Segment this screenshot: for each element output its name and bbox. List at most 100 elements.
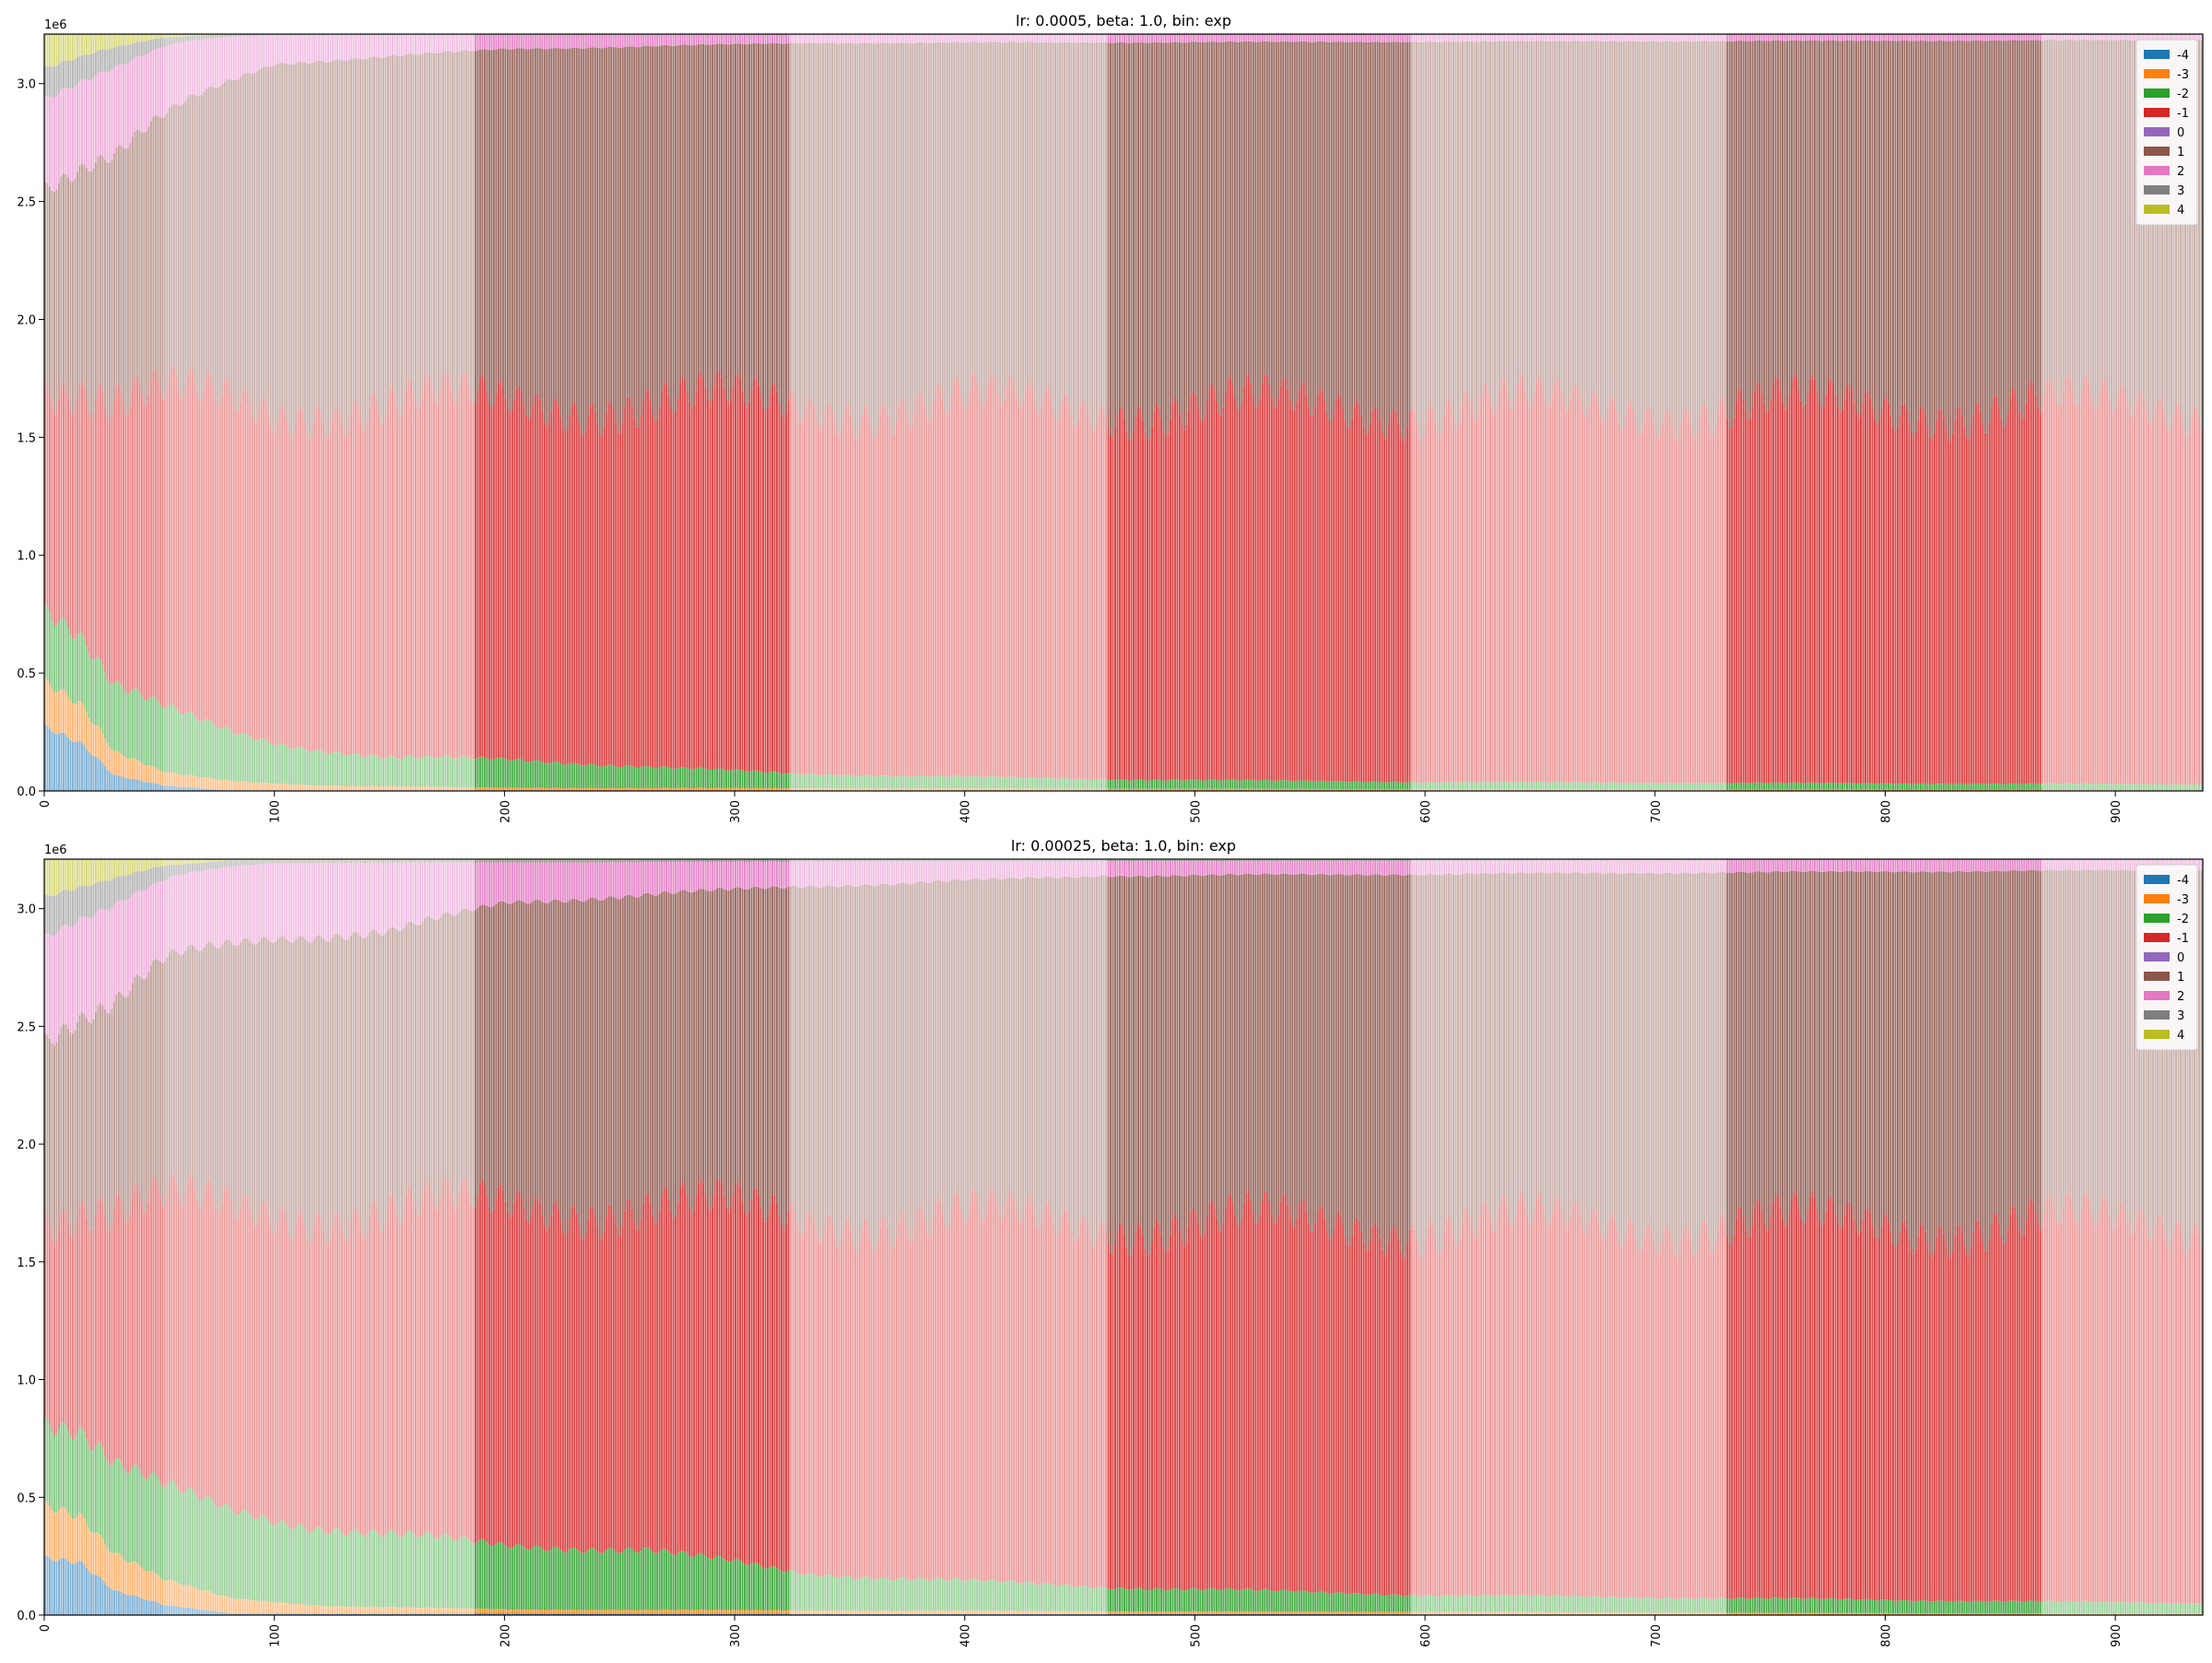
bar-segment (1230, 780, 1231, 789)
bar-segment (535, 35, 536, 49)
bar-segment (309, 752, 311, 786)
bar-segment (1300, 41, 1302, 382)
bar-segment (585, 48, 587, 429)
bar-segment (417, 759, 418, 787)
bar-segment (1250, 41, 1252, 383)
bar-segment (1031, 34, 1033, 41)
bar-segment (1418, 435, 1420, 783)
bar-segment (53, 625, 55, 692)
bar-segment (1514, 41, 1516, 398)
bar-segment (353, 786, 355, 791)
bar-segment (136, 760, 138, 780)
bar-segment (97, 386, 99, 657)
bar-segment (673, 46, 675, 414)
bar-segment (535, 48, 536, 395)
bar-segment (1277, 34, 1279, 41)
bar-segment (88, 171, 89, 413)
bar-segment (790, 788, 792, 790)
bar-segment (150, 697, 152, 766)
bar-segment (988, 42, 990, 386)
bar-segment (449, 757, 451, 787)
bar-segment (914, 776, 916, 788)
bar-segment (1211, 780, 1213, 789)
bar-segment (854, 35, 856, 44)
bar-segment (1204, 416, 1206, 780)
bar-segment (55, 693, 57, 735)
bar-segment (332, 752, 334, 785)
bar-segment (486, 35, 488, 50)
bar-segment (412, 35, 414, 54)
bar-segment (613, 765, 615, 788)
bar-segment (313, 35, 315, 62)
bar-segment (1264, 780, 1265, 789)
bar-segment (1441, 42, 1443, 430)
bar-segment (198, 40, 200, 96)
bar-segment (49, 34, 51, 66)
bar-segment (1531, 783, 1533, 790)
bar-segment (1234, 789, 1236, 791)
bar-segment (1634, 41, 1636, 419)
bar-segment (1593, 41, 1594, 389)
bar-segment (1099, 779, 1100, 788)
bar-segment (1220, 416, 1222, 781)
bar-segment (760, 43, 762, 396)
bar-segment (101, 157, 103, 392)
bar-segment (691, 408, 693, 770)
bar-segment (1183, 34, 1185, 42)
bar-segment (410, 786, 412, 790)
bar-segment (1122, 42, 1124, 409)
bar-segment (924, 776, 925, 788)
bar-segment (824, 412, 826, 775)
bar-segment (1335, 34, 1337, 41)
bar-segment (585, 35, 587, 49)
bar-segment (118, 145, 120, 383)
bar-segment (323, 752, 324, 786)
bar-segment (293, 434, 295, 749)
bar-segment (215, 397, 217, 725)
bar-segment (392, 387, 394, 756)
bar-segment (217, 35, 218, 39)
bar-segment (1222, 407, 1224, 780)
bar-segment (587, 48, 589, 416)
bar-segment (587, 416, 589, 765)
bar-segment (594, 765, 596, 788)
bar-segment (226, 79, 228, 377)
bar-segment (967, 777, 969, 789)
bar-segment (608, 403, 610, 765)
bar-segment (358, 58, 359, 407)
bar-segment (893, 43, 895, 433)
bar-segment (1609, 41, 1611, 400)
bar-segment (847, 43, 849, 407)
bar-segment (1110, 34, 1112, 42)
bar-segment (206, 35, 207, 39)
bar-segment (870, 429, 872, 776)
bar-segment (1514, 782, 1516, 789)
bar-segment (1347, 782, 1348, 789)
bar-segment (1087, 410, 1088, 779)
bar-segment (1194, 34, 1196, 41)
bar-segment (707, 399, 709, 769)
bar-segment (1114, 42, 1116, 427)
bar-segment (1308, 34, 1310, 41)
bar-segment (864, 42, 865, 406)
bar-segment (300, 747, 301, 784)
bar-segment (725, 788, 727, 790)
bar-segment (1091, 780, 1093, 789)
bar-segment (744, 35, 746, 44)
bar-segment (182, 104, 184, 397)
bar-segment (971, 41, 973, 376)
bar-segment (698, 788, 700, 791)
bar-segment (488, 50, 490, 403)
bar-segment (1253, 780, 1254, 788)
bar-segment (888, 35, 890, 43)
bar-segment (1303, 384, 1305, 781)
bar-segment (555, 788, 557, 791)
bar-segment (435, 53, 437, 406)
bar-segment (1213, 390, 1215, 780)
bar-segment (1577, 387, 1579, 782)
bar-segment (829, 403, 830, 774)
bar-segment (1020, 34, 1022, 42)
bar-segment (1500, 34, 1502, 41)
bar-segment (1197, 34, 1199, 41)
bar-segment (161, 118, 163, 400)
